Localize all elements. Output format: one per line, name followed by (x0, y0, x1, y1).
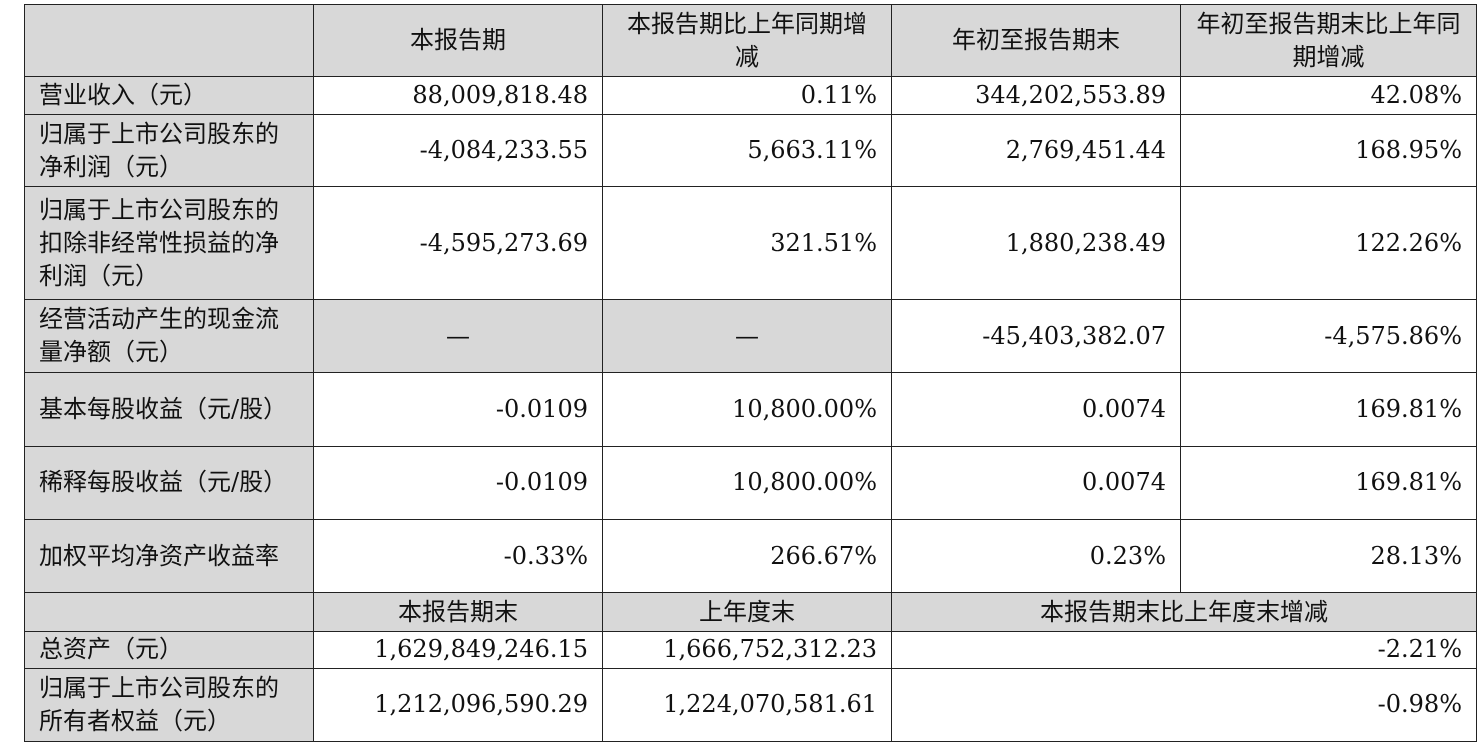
cell-value: 169.81% (1180, 372, 1477, 447)
cell-value: 0.23% (891, 519, 1181, 594)
cell-value: 1,212,096,590.29 (313, 667, 603, 743)
cell-value: 10,800.00% (602, 372, 892, 447)
header-year-to-date: 年初至报告期末 (891, 3, 1181, 78)
header-current-period: 本报告期 (313, 3, 603, 78)
cell-value: 321.51% (602, 186, 892, 301)
table-row: 加权平均净资产收益率 -0.33% 266.67% 0.23% 28.13% (24, 519, 1477, 594)
subheader-period-end: 本报告期末 (313, 592, 603, 632)
cell-empty-dash: — (602, 299, 892, 374)
row-label: 经营活动产生的现金流量净额（元） (24, 299, 314, 374)
table-row: 归属于上市公司股东的扣除非经常性损益的净利润（元） -4,595,273.69 … (24, 186, 1477, 301)
cell-value: 0.11% (602, 76, 892, 115)
row-label: 归属于上市公司股东的净利润（元） (24, 113, 314, 188)
cell-value: 0.0074 (891, 372, 1181, 447)
cell-value: -0.33% (313, 519, 603, 594)
cell-value: -4,575.86% (1180, 299, 1477, 374)
table-row: 归属于上市公司股东的所有者权益（元） 1,212,096,590.29 1,22… (24, 667, 1477, 743)
table-row: 经营活动产生的现金流量净额（元） — — -45,403,382.07 -4,5… (24, 299, 1477, 374)
cell-value: -45,403,382.07 (891, 299, 1181, 374)
cell-value: 2,769,451.44 (891, 113, 1181, 188)
cell-empty-dash: — (313, 299, 603, 374)
cell-value: -2.21% (891, 630, 1477, 669)
table-row: 基本每股收益（元/股） -0.0109 10,800.00% 0.0074 16… (24, 372, 1477, 447)
row-label: 稀释每股收益（元/股） (24, 445, 314, 521)
cell-value: -4,595,273.69 (313, 186, 603, 301)
cell-value: 10,800.00% (602, 445, 892, 521)
cell-value: 266.67% (602, 519, 892, 594)
cell-value: -0.98% (891, 667, 1477, 743)
cell-value: 28.13% (1180, 519, 1477, 594)
cell-value: 122.26% (1180, 186, 1477, 301)
cell-value: 1,880,238.49 (891, 186, 1181, 301)
cell-value: 42.08% (1180, 76, 1477, 115)
table-row: 归属于上市公司股东的净利润（元） -4,084,233.55 5,663.11%… (24, 113, 1477, 188)
header-year-to-date-yoy-change: 年初至报告期末比上年同期增减 (1180, 3, 1477, 78)
subheader-period-end-change: 本报告期末比上年度末增减 (891, 592, 1477, 632)
row-label: 加权平均净资产收益率 (24, 519, 314, 594)
table-row: 总资产（元） 1,629,849,246.15 1,666,752,312.23… (24, 630, 1477, 669)
header-corner-cell (24, 3, 314, 78)
cell-value: 344,202,553.89 (891, 76, 1181, 115)
table-subheader-row: 本报告期末 上年度末 本报告期末比上年度末增减 (24, 592, 1477, 632)
row-label: 营业收入（元） (24, 76, 314, 115)
row-label: 归属于上市公司股东的所有者权益（元） (24, 667, 314, 743)
cell-value: 88,009,818.48 (313, 76, 603, 115)
cell-value: -0.0109 (313, 372, 603, 447)
subheader-prior-year-end: 上年度末 (602, 592, 892, 632)
cell-value: 1,224,070,581.61 (602, 667, 892, 743)
financial-summary-table: 本报告期 本报告期比上年同期增减 年初至报告期末 年初至报告期末比上年同期增减 … (24, 3, 1477, 743)
row-label: 总资产（元） (24, 630, 314, 669)
cell-value: 1,666,752,312.23 (602, 630, 892, 669)
cell-value: 168.95% (1180, 113, 1477, 188)
cell-value: 5,663.11% (602, 113, 892, 188)
table-row: 稀释每股收益（元/股） -0.0109 10,800.00% 0.0074 16… (24, 445, 1477, 521)
cell-value: 169.81% (1180, 445, 1477, 521)
cell-value: -4,084,233.55 (313, 113, 603, 188)
row-label: 归属于上市公司股东的扣除非经常性损益的净利润（元） (24, 186, 314, 301)
cell-value: -0.0109 (313, 445, 603, 521)
cell-value: 0.0074 (891, 445, 1181, 521)
header-current-period-yoy-change: 本报告期比上年同期增减 (602, 3, 892, 78)
table-row: 营业收入（元） 88,009,818.48 0.11% 344,202,553.… (24, 76, 1477, 115)
cell-value: 1,629,849,246.15 (313, 630, 603, 669)
row-label: 基本每股收益（元/股） (24, 372, 314, 447)
subheader-corner-cell (24, 592, 314, 632)
table-header-row: 本报告期 本报告期比上年同期增减 年初至报告期末 年初至报告期末比上年同期增减 (24, 3, 1477, 78)
